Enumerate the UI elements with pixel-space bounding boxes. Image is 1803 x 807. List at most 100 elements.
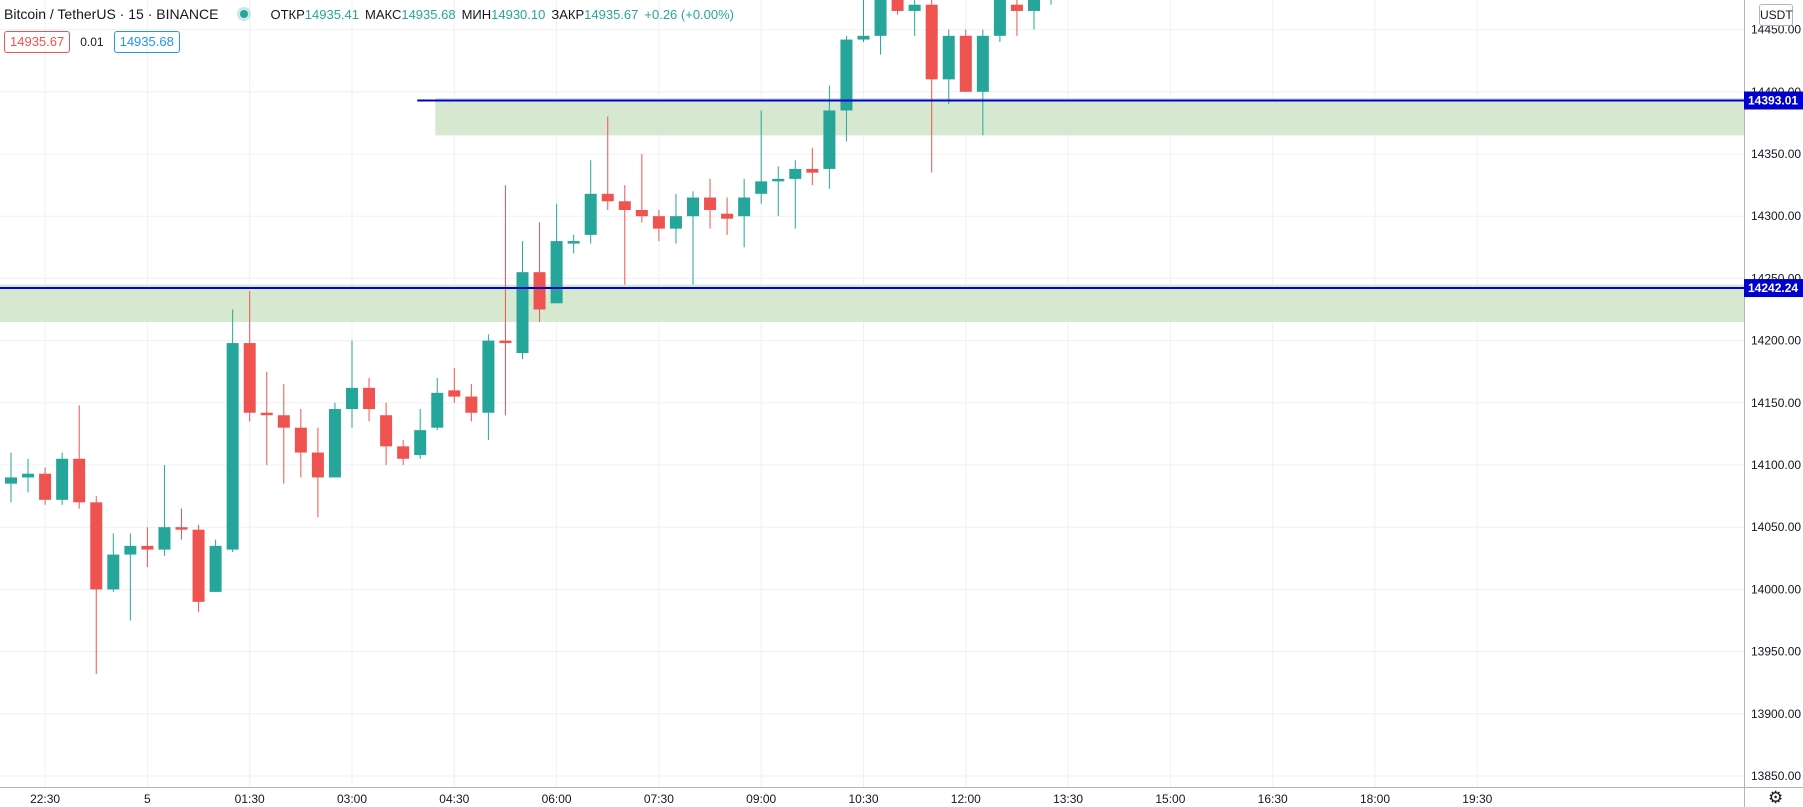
candle-down <box>721 213 734 219</box>
candle-up <box>669 216 682 229</box>
x-tick-label: 06:00 <box>542 792 572 806</box>
high-value: 14935.68 <box>401 6 456 22</box>
candle-up <box>158 527 171 550</box>
x-tick-label: 01:30 <box>235 792 265 806</box>
y-tick-label: 14000.00 <box>1751 582 1801 596</box>
candle-up <box>56 458 69 500</box>
low-value: 14930.10 <box>491 6 546 22</box>
y-tick-label: 13850.00 <box>1751 769 1801 783</box>
candle-down <box>533 272 546 310</box>
x-tick-label: 5 <box>144 792 151 806</box>
candle-down <box>311 452 324 478</box>
support-zone <box>435 98 1744 136</box>
y-tick-label: 14100.00 <box>1751 458 1801 472</box>
candle-down <box>175 527 188 530</box>
candle-down <box>243 343 256 413</box>
candle-up <box>22 473 35 478</box>
candle-up <box>516 272 529 354</box>
candle-down <box>39 473 52 500</box>
candle-down <box>448 390 461 397</box>
x-tick-label: 18:00 <box>1360 792 1390 806</box>
candle-up <box>908 4 921 11</box>
legend-header: Bitcoin / TetherUS · 15 · BINANCE ОТКР 14… <box>4 4 734 24</box>
level-price-label: 14242.24 <box>1748 281 1798 295</box>
x-tick-label: 19:30 <box>1462 792 1492 806</box>
candle-up <box>772 178 785 182</box>
candle-up <box>857 35 870 40</box>
candle-down <box>618 201 631 210</box>
candle-down <box>891 0 904 11</box>
candle-up <box>874 0 887 36</box>
candle-up <box>346 387 358 410</box>
live-dot-icon <box>240 10 249 18</box>
x-tick-label: 04:30 <box>439 792 469 806</box>
candle-down <box>141 545 154 550</box>
candle-down <box>465 396 478 413</box>
candle-up <box>414 430 427 456</box>
candle-down <box>959 35 972 92</box>
candle-up <box>823 110 836 169</box>
y-tick-label: 13950.00 <box>1751 645 1801 659</box>
candle-up <box>687 197 699 217</box>
symbol-title[interactable]: Bitcoin / TetherUS · 15 · BINANCE <box>4 6 219 22</box>
change-value: +0.26 (+0.00%) <box>644 6 735 22</box>
y-tick-label: 14150.00 <box>1751 396 1801 410</box>
level-price-label: 14393.01 <box>1748 93 1798 107</box>
x-tick-label: 22:30 <box>30 792 60 806</box>
candle-up <box>840 39 853 111</box>
candle-up <box>328 409 341 478</box>
low-label: МИН <box>461 6 492 22</box>
candle-down <box>704 197 717 210</box>
candle-down <box>601 193 614 202</box>
candle-down <box>380 415 393 447</box>
x-tick-label: 03:00 <box>337 792 367 806</box>
candle-up <box>124 545 137 555</box>
gear-icon[interactable]: ⚙ <box>1768 788 1784 807</box>
x-tick-label: 16:30 <box>1258 792 1288 806</box>
x-tick-label: 15:00 <box>1155 792 1185 806</box>
candle-up <box>584 193 597 235</box>
candle-up <box>993 0 1006 36</box>
candle-down <box>192 529 205 602</box>
candle-up <box>567 241 580 244</box>
high-label: МАКС <box>365 6 402 22</box>
x-tick-label: 07:30 <box>644 792 674 806</box>
y-tick-label: 14450.00 <box>1751 23 1801 37</box>
x-tick-label: 10:30 <box>848 792 878 806</box>
open-label: ОТКР <box>270 6 305 22</box>
candle-down <box>806 168 819 173</box>
spread-value: 0.01 <box>80 35 104 49</box>
candle-up <box>550 241 563 304</box>
candle-down <box>1010 4 1023 11</box>
currency-unit-button[interactable]: USDT <box>1759 4 1793 26</box>
candle-down <box>90 502 103 590</box>
candle-down <box>294 427 307 453</box>
x-tick-label: 09:00 <box>746 792 776 806</box>
candle-up <box>482 340 495 413</box>
sell-price-button[interactable]: 14935.67 <box>4 31 71 53</box>
buy-price-button[interactable]: 14935.68 <box>113 31 180 53</box>
level-price-tag <box>1744 91 1803 110</box>
candle-down <box>363 387 376 410</box>
x-tick-label: 12:00 <box>951 792 981 806</box>
support-zone <box>0 284 1745 322</box>
candle-up <box>1028 0 1040 11</box>
candle-up <box>789 168 802 179</box>
candle-up <box>107 554 120 590</box>
candle-up <box>209 545 222 592</box>
candle-down <box>260 412 273 416</box>
open-value: 14935.41 <box>304 6 360 22</box>
close-value: 14935.67 <box>584 6 639 22</box>
candle-up <box>738 197 751 217</box>
candle-down <box>73 458 86 503</box>
candle-down <box>652 216 665 229</box>
close-label: ЗАКР <box>551 6 585 22</box>
y-tick-label: 13900.00 <box>1751 707 1801 721</box>
y-tick-label: 14200.00 <box>1751 334 1801 348</box>
candle-down <box>499 340 512 344</box>
candle-up <box>226 343 239 550</box>
candle-down <box>635 209 648 217</box>
level-price-tag <box>1744 279 1803 298</box>
candle-down <box>925 4 938 80</box>
